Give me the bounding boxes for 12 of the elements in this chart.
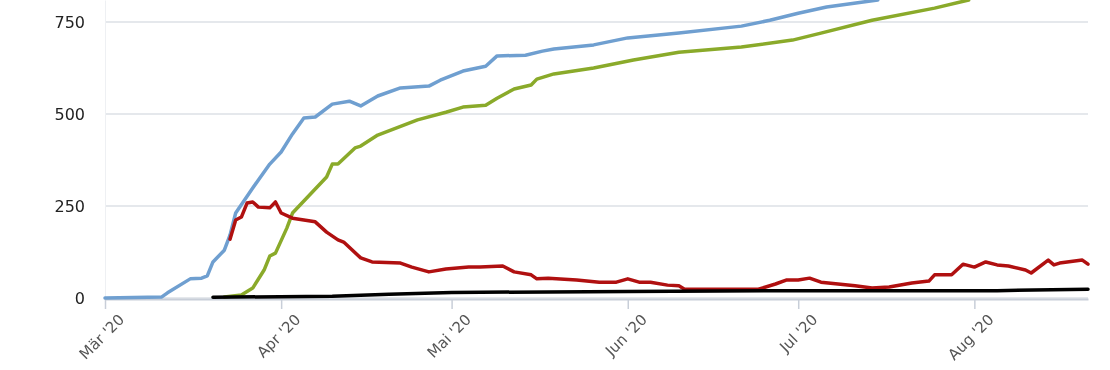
x-tick-label: Mär '20 [75,310,129,364]
line-series [103,0,880,300]
y-tick-label: 500 [54,104,85,124]
y-tick-label: 0 [74,288,85,308]
line-series [211,287,1090,300]
y-tick-label: 750 [54,12,85,32]
x-tick-label: Apr '20 [253,310,305,362]
line-series [228,200,1090,291]
y-tick-label: 250 [54,196,85,216]
x-tick-label: Mai '20 [423,310,475,362]
x-tick-label: Jun '20 [601,310,651,361]
x-tick-label: Jul '20 [775,310,822,357]
